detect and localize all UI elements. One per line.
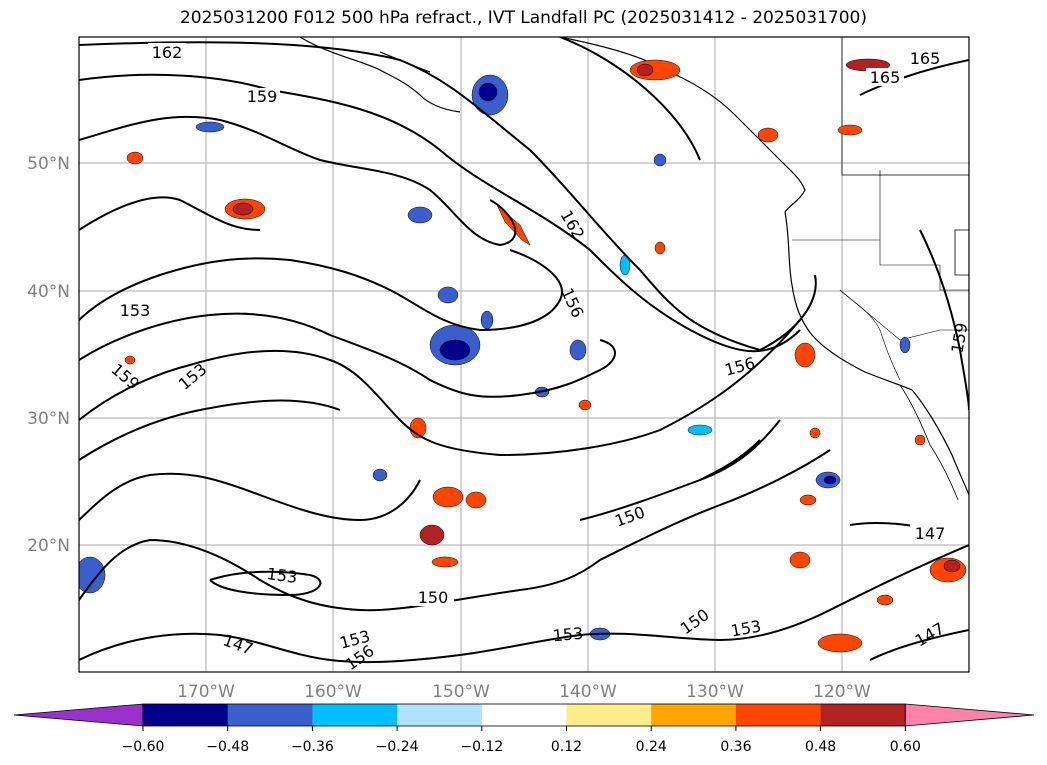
colorbar: −0.60 −0.48 −0.36 −0.24 −0.12 0.12 0.24 0.36 0.4…	[13, 703, 1035, 755]
colorbar-tick-label: 0.48	[805, 739, 836, 755]
colorbar-segment	[481, 704, 567, 726]
lat-label: 30°N	[27, 409, 70, 429]
lat-label: 20°N	[27, 536, 70, 556]
colorbar-outline	[142, 703, 906, 727]
contour-label: 153	[266, 564, 299, 587]
colorbar-segments	[13, 703, 1035, 727]
shaded-anomaly-patches	[79, 58, 967, 653]
colorbar-extend-max	[904, 703, 1035, 727]
contour-label: 150	[418, 588, 449, 607]
colorbar-segment	[143, 704, 229, 726]
lat-label: 50°N	[27, 154, 70, 174]
contour-label: 153	[552, 624, 584, 646]
colorbar-tick-label: 0.12	[551, 739, 582, 755]
colorbar-extend-min	[13, 703, 144, 727]
colorbar-segment	[651, 704, 737, 726]
colorbar-segment	[566, 704, 652, 726]
coastlines	[299, 37, 969, 501]
contour-label: 153	[120, 301, 151, 320]
colorbar-tick-label: −0.24	[376, 739, 419, 755]
colorbar-tick-label: −0.60	[122, 739, 165, 755]
map-title: 2025031200 F012 500 hPa refract., IVT La…	[179, 8, 867, 28]
longitude-labels: 170°W 160°W 150°W 140°W 130°W 120°W	[177, 682, 871, 702]
contour-label: 159	[247, 87, 278, 106]
contour-label: 165	[870, 68, 901, 87]
map-panel	[79, 37, 969, 672]
lon-label: 150°W	[432, 682, 490, 702]
lon-label: 120°W	[813, 682, 871, 702]
colorbar-ticks: −0.60 −0.48 −0.36 −0.24 −0.12 0.12 0.24 0.36 0.4…	[122, 726, 921, 755]
lat-label: 40°N	[27, 282, 70, 302]
lon-label: 170°W	[177, 682, 235, 702]
colorbar-segment	[397, 704, 483, 726]
contour-label-group: 162 159 165 165 162 156 153 159 153 156 …	[108, 43, 972, 674]
colorbar-segment	[312, 704, 398, 726]
colorbar-tick-label: −0.48	[206, 739, 249, 755]
colorbar-tick-label: 0.24	[636, 739, 667, 755]
colorbar-tick-label: 0.60	[890, 739, 921, 755]
colorbar-segment	[227, 704, 313, 726]
colorbar-segment	[735, 704, 822, 726]
contour-label: 147	[915, 524, 946, 543]
colorbar-tick-label: −0.36	[291, 739, 334, 755]
contour-label: 165	[910, 49, 941, 68]
map-content	[79, 37, 969, 672]
lon-label: 140°W	[559, 682, 617, 702]
colorbar-segment	[820, 704, 906, 726]
latitude-labels: 50°N 40°N 30°N 20°N	[27, 154, 70, 556]
map-frame	[78, 36, 970, 673]
contour-label: 162	[152, 43, 183, 62]
lon-label: 130°W	[686, 682, 744, 702]
colorbar-tick-label: −0.12	[460, 739, 503, 755]
colorbar-tick-label: 0.36	[720, 739, 751, 755]
lon-label: 160°W	[304, 682, 362, 702]
